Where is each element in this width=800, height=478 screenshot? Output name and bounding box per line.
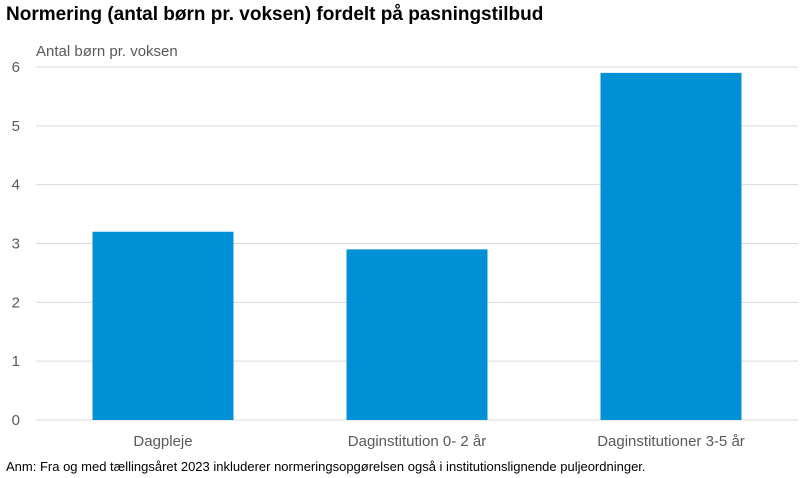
y-tick-label: 1 [12,353,20,370]
category-labels: Dagpleje Daginstitution 0- 2 år Daginstitu… [133,433,744,450]
bar [92,231,234,420]
category-label: Dagpleje [133,433,192,450]
chart-title: Normering (antal børn pr. voksen) fordel… [6,4,544,25]
y-tick-label: 2 [12,294,20,311]
y-tick-labels: 0 1 2 3 4 5 6 [12,59,20,429]
bar [346,249,488,420]
y-tick-label: 6 [12,59,20,76]
bars [92,72,742,420]
category-label: Daginstitution 0- 2 år [348,433,486,450]
y-tick-label: 5 [12,118,20,135]
y-tick-label: 0 [12,412,20,429]
category-label: Daginstitutioner 3-5 år [597,433,745,450]
bar [600,72,742,420]
y-axis-label: Antal børn pr. voksen [36,43,178,60]
y-tick-label: 4 [12,177,20,194]
y-tick-label: 3 [12,236,20,253]
footnote: Anm: Fra og med tællingsåret 2023 inklud… [6,459,646,474]
